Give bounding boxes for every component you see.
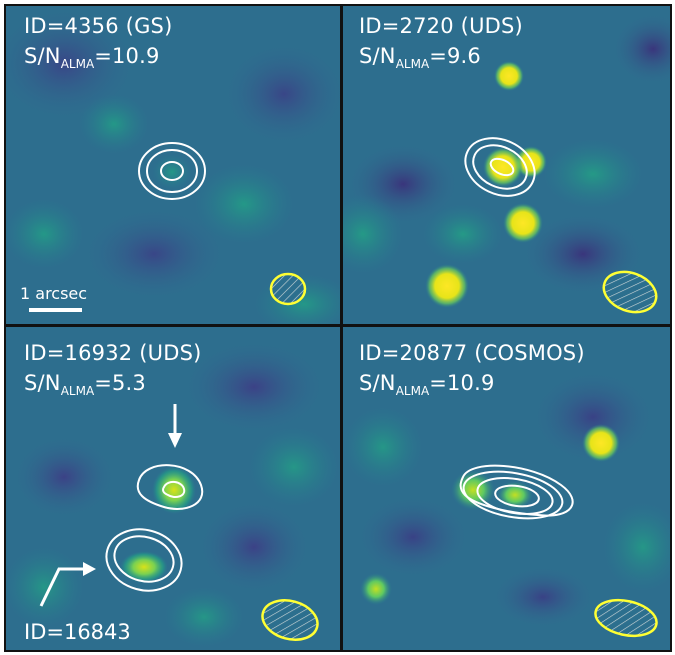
sky-map: [4, 4, 340, 324]
sky-map: [4, 327, 340, 652]
beam-icon: [594, 598, 658, 638]
panel-id-4356: ID=4356 (GS) S/NALMA=10.9 1 arcsec: [4, 4, 340, 324]
horizontal-divider: [4, 324, 672, 327]
sn-subscript: ALMA: [395, 384, 430, 398]
sn-prefix: S/N: [359, 371, 396, 395]
beam-icon: [261, 599, 319, 641]
sn-label: S/NALMA=9.6: [359, 44, 481, 71]
down-arrow-icon: [168, 404, 182, 448]
sn-subscript: ALMA: [60, 57, 95, 71]
image-grid: ID=4356 (GS) S/NALMA=10.9 1 arcsec: [4, 4, 672, 652]
sn-value: =5.3: [94, 371, 146, 395]
sn-label: S/NALMA=10.9: [359, 371, 495, 398]
alma-contours: [105, 464, 204, 592]
id-label: ID=20877 (COSMOS): [359, 341, 585, 365]
id-label: ID=2720 (UDS): [359, 14, 523, 38]
sn-value: =10.9: [429, 371, 495, 395]
sn-label: S/NALMA=10.9: [24, 44, 160, 71]
vertical-divider: [340, 4, 343, 652]
panel-id-16932: ID=16932 (UDS) S/NALMA=5.3 ID=16843: [4, 327, 340, 652]
beam-icon: [602, 270, 658, 314]
sn-subscript: ALMA: [395, 57, 430, 71]
sn-value: =10.9: [94, 44, 160, 68]
sky-map: [343, 4, 672, 324]
companion-label: ID=16843: [24, 620, 131, 644]
id-label: ID=4356 (GS): [24, 14, 173, 38]
sn-prefix: S/N: [359, 44, 396, 68]
alma-contours: [464, 137, 536, 197]
bent-arrow-icon: [39, 562, 96, 607]
alma-contours: [459, 464, 574, 520]
sn-label: S/NALMA=5.3: [24, 371, 146, 398]
sn-prefix: S/N: [24, 371, 61, 395]
panel-id-2720: ID=2720 (UDS) S/NALMA=9.6: [343, 4, 672, 324]
sky-map: [343, 327, 672, 652]
alma-contours: [138, 142, 206, 200]
id-label: ID=16932 (UDS): [24, 341, 202, 365]
sn-value: =9.6: [429, 44, 481, 68]
scale-bar-label: 1 arcsec: [20, 284, 88, 303]
sn-prefix: S/N: [24, 44, 61, 68]
beam-icon: [269, 272, 307, 306]
panel-id-20877: ID=20877 (COSMOS) S/NALMA=10.9: [343, 327, 672, 652]
sn-subscript: ALMA: [60, 384, 95, 398]
